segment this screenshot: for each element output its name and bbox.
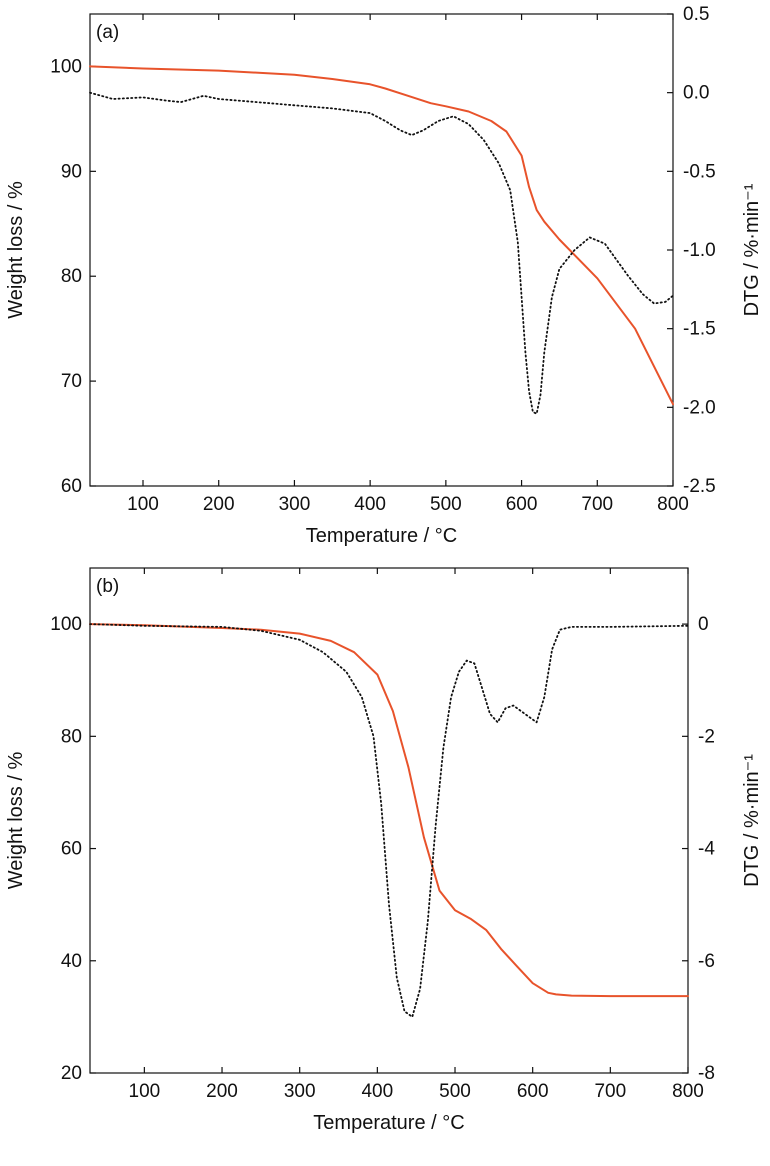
x-tick-label: 300	[279, 494, 311, 515]
chart-panel-b: 100 200 300 400 500 600 700 800 20 40 60 80 100 0 -2 -4…	[5, 567, 763, 1134]
y-right-tick-label: -2.0	[683, 397, 716, 418]
y-left-tick-label: 100	[50, 614, 82, 635]
y-right-tick-label: -0.5	[683, 161, 716, 182]
x-tick-label: 700	[594, 1081, 626, 1102]
y-left-tick-label: 80	[61, 726, 82, 747]
dtg-series-line	[89, 623, 689, 1018]
x-tick-label: 400	[361, 1081, 393, 1102]
x-tick-label: 600	[506, 494, 538, 515]
y-left-axis-title: Weight loss / %	[5, 752, 27, 890]
chart-panel-a: 100 200 300 400 500 600 700 800 60 70 80 90 100 0.5 0.…	[5, 4, 763, 547]
x-tick-label: 800	[672, 1081, 704, 1102]
x-axis-title: Temperature / °C	[313, 1112, 464, 1134]
y-left-axis-title: Weight loss / %	[5, 181, 27, 319]
plot-frame	[89, 567, 689, 1074]
y-right-axis-title: DTG / %·min⁻¹	[741, 183, 763, 316]
y-left-tick-label: 60	[61, 839, 82, 860]
y-left-tick-label: 90	[61, 161, 82, 182]
x-tick-label: 400	[354, 494, 386, 515]
x-tick-label: 300	[284, 1081, 316, 1102]
y-right-tick-label: 0.0	[683, 83, 709, 104]
weight-loss-series-line	[89, 623, 689, 998]
x-tick-label: 700	[581, 494, 613, 515]
plot-frame	[89, 13, 674, 487]
y-left-tick-label: 60	[61, 476, 82, 497]
weight-loss-series-line	[89, 65, 674, 406]
y-right-tick-label: -2	[698, 726, 715, 747]
y-right-tick-label: -8	[698, 1063, 715, 1084]
y-right-tick-label: -1.5	[683, 319, 716, 340]
x-axis-title: Temperature / °C	[306, 525, 457, 547]
y-right-tick-label: -1.0	[683, 240, 716, 261]
dtg-series-line	[89, 91, 674, 415]
x-tick-label: 600	[517, 1081, 549, 1102]
y-right-tick-label: -6	[698, 951, 715, 972]
y-left-tick-label: 40	[61, 951, 82, 972]
x-tick-label: 800	[657, 494, 689, 515]
x-tick-label: 200	[206, 1081, 238, 1102]
y-right-tick-label: -2.5	[683, 476, 716, 497]
x-tick-label: 100	[127, 494, 159, 515]
panel-label: (a)	[96, 22, 119, 43]
y-left-tick-label: 100	[50, 56, 82, 77]
y-right-axis-title: DTG / %·min⁻¹	[741, 754, 763, 887]
x-tick-label: 500	[430, 494, 462, 515]
y-left-tick-label: 80	[61, 266, 82, 287]
y-right-tick-label: 0.5	[683, 4, 709, 25]
y-left-tick-label: 70	[61, 371, 82, 392]
y-right-tick-label: 0	[698, 614, 709, 635]
x-tick-label: 200	[203, 494, 235, 515]
panel-label: (b)	[96, 576, 119, 597]
y-left-tick-label: 20	[61, 1063, 82, 1084]
x-tick-label: 100	[129, 1081, 161, 1102]
y-right-tick-label: -4	[698, 839, 715, 860]
x-tick-label: 500	[439, 1081, 471, 1102]
